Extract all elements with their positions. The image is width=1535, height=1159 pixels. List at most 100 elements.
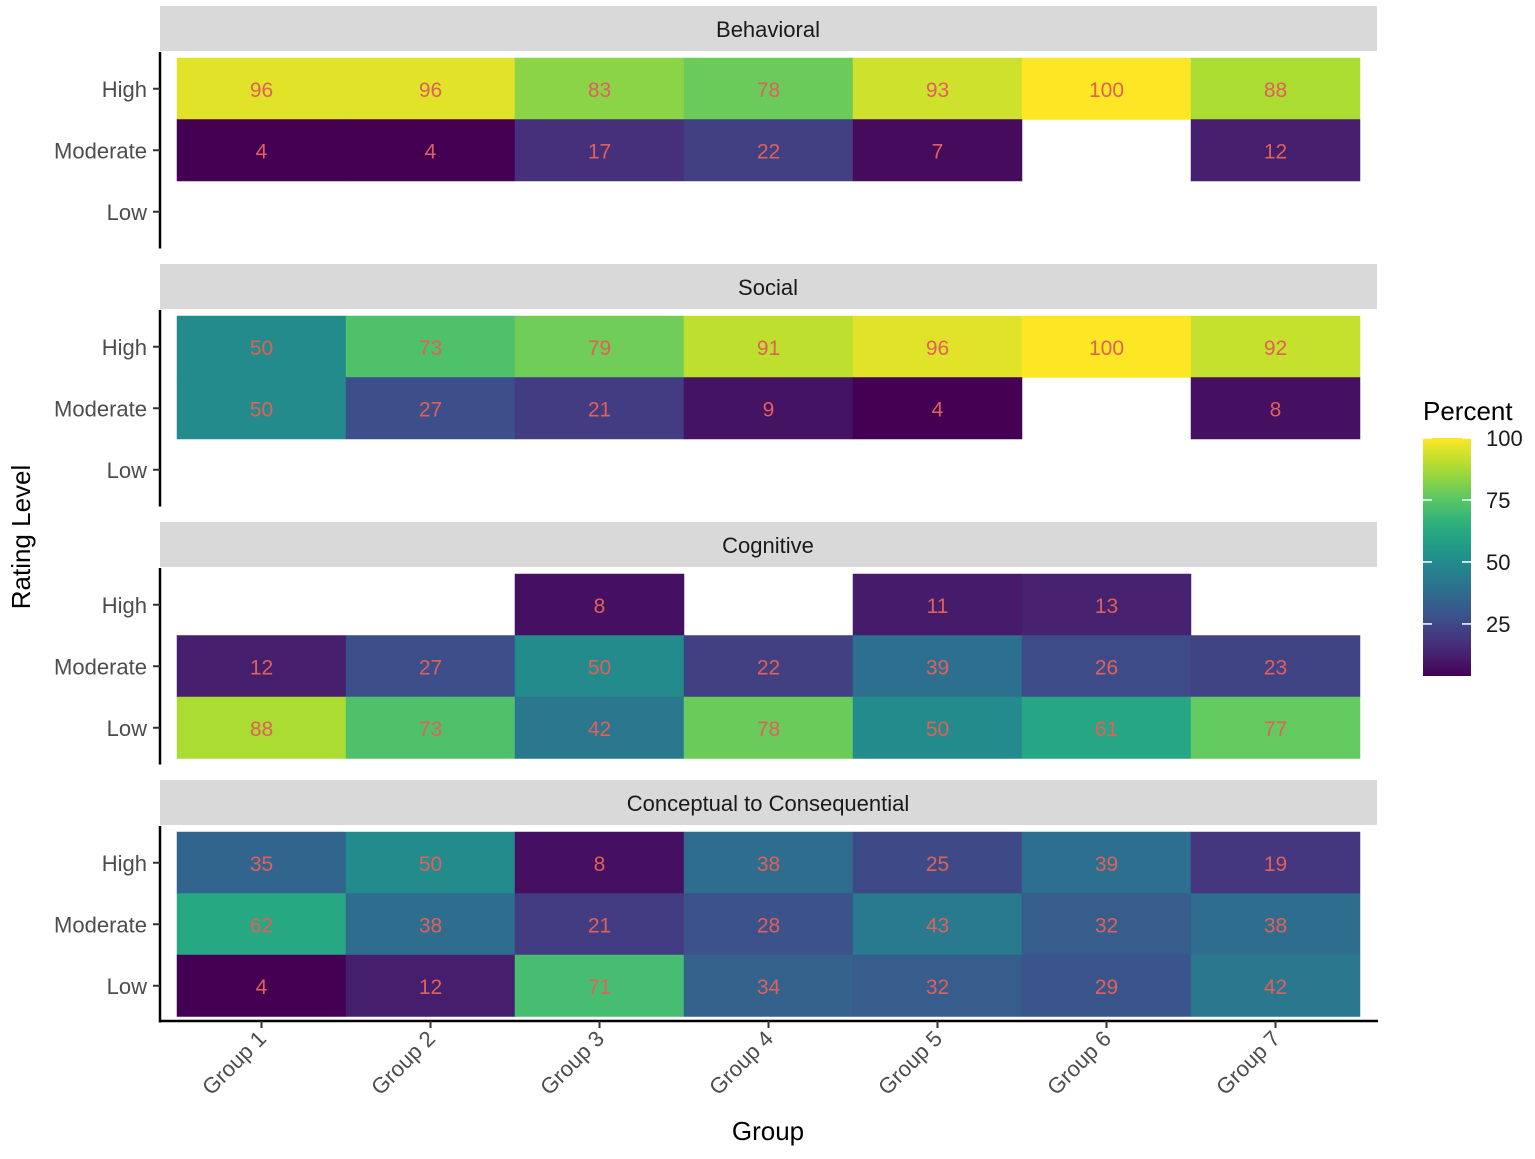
heatmap-cell xyxy=(1021,831,1192,894)
y-tick-label: High xyxy=(102,593,147,618)
cell-value-label: 96 xyxy=(250,79,273,102)
cell-value-label: 96 xyxy=(419,79,442,102)
cell-value-label: 23 xyxy=(1264,656,1287,679)
heatmap-cell xyxy=(1190,696,1361,759)
heatmap-cell xyxy=(514,377,685,440)
cell-value-label: 4 xyxy=(425,140,437,163)
cell-value-label: 61 xyxy=(1095,718,1118,741)
legend: Percent 25 50 75 100 xyxy=(1423,396,1523,676)
heatmap-cell xyxy=(683,315,854,378)
heatmap-cell xyxy=(1190,893,1361,956)
heatmap-cell xyxy=(345,635,516,698)
y-tick-label: Low xyxy=(107,716,147,741)
cell-value-label: 12 xyxy=(250,656,273,679)
y-axis-title: Rating Level xyxy=(6,465,36,610)
heatmap-cell xyxy=(345,831,516,894)
x-tick-label: Group 7 xyxy=(1211,1026,1285,1100)
heatmap-cell xyxy=(345,57,516,120)
legend-tick-label: 100 xyxy=(1486,426,1523,451)
x-tick-label: Group 3 xyxy=(535,1026,609,1100)
cell-value-label: 96 xyxy=(926,337,949,360)
cell-value-label: 32 xyxy=(1095,914,1118,937)
x-tick-label: Group 4 xyxy=(704,1026,778,1100)
cell-value-label: 62 xyxy=(250,914,273,937)
cell-value-label: 92 xyxy=(1264,337,1287,360)
cell-value-label: 11 xyxy=(927,595,949,618)
cell-value-label: 50 xyxy=(926,718,949,741)
heatmap-cell xyxy=(514,57,685,120)
heatmap-cell xyxy=(176,696,347,759)
heatmap-cell xyxy=(852,573,1023,636)
legend-tick-label: 25 xyxy=(1486,612,1510,637)
panel-title: Behavioral xyxy=(716,17,820,42)
heatmap-cell xyxy=(683,831,854,894)
heatmap-cell xyxy=(1190,635,1361,698)
legend-title: Percent xyxy=(1423,396,1513,426)
cell-value-label: 35 xyxy=(250,853,273,876)
cell-value-label: 39 xyxy=(926,656,949,679)
heatmap-cell xyxy=(852,954,1023,1017)
cell-value-label: 71 xyxy=(588,976,611,999)
cell-value-label: 4 xyxy=(932,398,944,421)
panel-title: Cognitive xyxy=(722,533,814,558)
heatmap-cell xyxy=(176,954,347,1017)
cell-value-label: 4 xyxy=(256,976,268,999)
cell-value-label: 100 xyxy=(1089,79,1124,102)
heatmap-cell xyxy=(683,377,854,440)
cell-value-label: 12 xyxy=(419,976,442,999)
cell-value-label: 78 xyxy=(757,718,780,741)
cell-value-label: 88 xyxy=(1264,79,1287,102)
cell-value-label: 13 xyxy=(1095,595,1118,618)
heatmap-cell xyxy=(683,696,854,759)
heatmap-cell xyxy=(1190,315,1361,378)
x-axis-title: Group xyxy=(732,1116,804,1146)
y-tick-label: High xyxy=(102,335,147,360)
panel-conceptual-to-consequential: Conceptual to Consequential High 35 50 8 38 25… xyxy=(54,780,1377,1023)
cell-value-label: 17 xyxy=(588,140,611,163)
cell-value-label: 4 xyxy=(256,140,268,163)
panel-title: Conceptual to Consequential xyxy=(627,791,910,816)
heatmap-cell xyxy=(852,57,1023,120)
cell-value-label: 25 xyxy=(926,853,949,876)
y-tick-label: High xyxy=(102,77,147,102)
y-tick-label: Low xyxy=(107,458,147,483)
heatmap-cell xyxy=(345,315,516,378)
cell-value-label: 7 xyxy=(932,140,944,163)
cell-value-label: 29 xyxy=(1095,976,1118,999)
cell-value-label: 42 xyxy=(588,718,611,741)
heatmap-cell xyxy=(514,573,685,636)
heatmap-cell xyxy=(1021,893,1192,956)
heatmap-cell xyxy=(1021,315,1192,378)
heatmap-cell xyxy=(852,315,1023,378)
cell-value-label: 50 xyxy=(588,656,611,679)
cell-value-label: 88 xyxy=(250,718,273,741)
cell-value-label: 27 xyxy=(419,656,442,679)
panel-behavioral: Behavioral High 96 96 83 78 93 100 88 Moderate 4 4 1… xyxy=(54,6,1377,249)
cell-value-label: 73 xyxy=(419,718,442,741)
cell-value-label: 50 xyxy=(250,337,273,360)
panel-strip xyxy=(160,780,1377,825)
cell-value-label: 77 xyxy=(1264,718,1287,741)
cell-value-label: 43 xyxy=(926,914,949,937)
heatmap-cell xyxy=(852,831,1023,894)
heatmap-cell xyxy=(514,315,685,378)
heatmap-cell xyxy=(1190,377,1361,440)
x-tick-label: Group 5 xyxy=(873,1026,947,1100)
heatmap-cell xyxy=(683,954,854,1017)
heatmap-cell xyxy=(1021,573,1192,636)
heatmap-cell xyxy=(852,696,1023,759)
cell-value-label: 93 xyxy=(926,79,949,102)
cell-value-label: 32 xyxy=(926,976,949,999)
heatmap-cell xyxy=(852,377,1023,440)
cell-value-label: 28 xyxy=(757,914,780,937)
heatmap-cell xyxy=(852,893,1023,956)
legend-tick-label: 75 xyxy=(1486,488,1510,513)
cell-value-label: 91 xyxy=(757,337,780,360)
panel-strip xyxy=(160,522,1377,567)
cell-value-label: 8 xyxy=(1270,398,1282,421)
panel-strip xyxy=(160,6,1377,51)
cell-value-label: 8 xyxy=(594,853,606,876)
cell-value-label: 38 xyxy=(757,853,780,876)
cell-value-label: 50 xyxy=(250,398,273,421)
cell-value-label: 19 xyxy=(1264,853,1287,876)
